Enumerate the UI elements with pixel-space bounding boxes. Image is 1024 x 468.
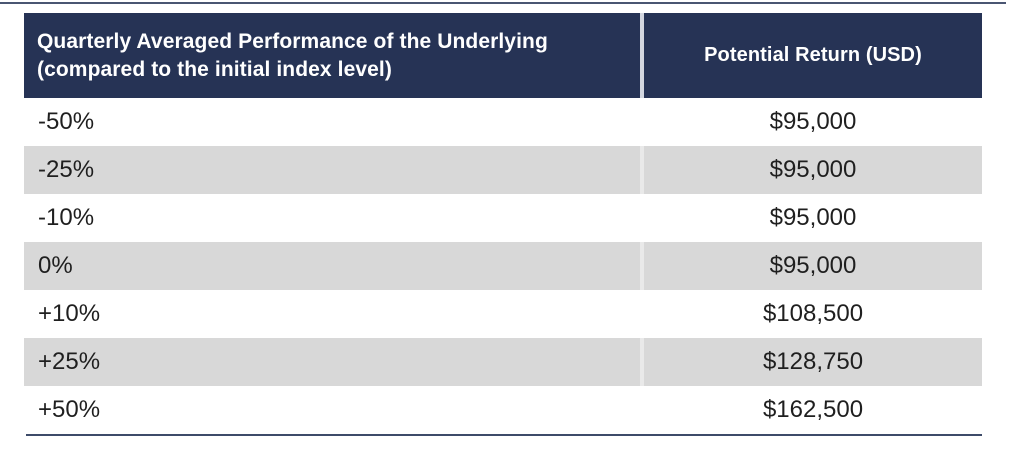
table-row: +25% $128,750	[24, 338, 982, 386]
performance-cell: +25%	[38, 348, 101, 375]
column-divider	[640, 290, 644, 338]
table-row: +10% $108,500	[24, 290, 982, 338]
performance-cell: +10%	[38, 300, 101, 327]
return-cell: $95,000	[769, 156, 857, 183]
top-rule	[0, 2, 1006, 4]
column-divider	[640, 98, 644, 146]
potential-return-table: Quarterly Averaged Performance of the Un…	[24, 13, 982, 434]
header-performance-line1: Quarterly Averaged Performance of the Un…	[37, 29, 548, 53]
performance-cell: 0%	[38, 252, 73, 279]
table-header-row: Quarterly Averaged Performance of the Un…	[24, 13, 982, 98]
column-divider	[640, 146, 644, 194]
table-row: 0% $95,000	[24, 242, 982, 290]
return-cell: $128,750	[762, 348, 864, 375]
performance-cell: -10%	[38, 204, 95, 231]
return-cell: $95,000	[769, 252, 857, 279]
table-row: -10% $95,000	[24, 194, 982, 242]
performance-cell: -50%	[38, 108, 95, 135]
column-divider	[640, 242, 644, 290]
header-column-divider	[640, 13, 644, 98]
return-cell: $108,500	[762, 300, 864, 327]
header-cell-return: Potential Return (USD)	[704, 44, 922, 66]
return-cell: $162,500	[762, 396, 864, 423]
column-divider	[640, 338, 644, 386]
table-row: -50% $95,000	[24, 98, 982, 146]
column-divider	[640, 194, 644, 242]
header-cell-performance: Quarterly Averaged Performance of the Un…	[24, 13, 640, 98]
table-row: +50% $162,500	[24, 386, 982, 434]
column-divider	[640, 386, 644, 434]
return-cell: $95,000	[769, 108, 857, 135]
performance-cell: +50%	[38, 396, 101, 423]
bottom-rule	[26, 434, 982, 436]
table-row: -25% $95,000	[24, 146, 982, 194]
performance-cell: -25%	[38, 156, 95, 183]
return-cell: $95,000	[769, 204, 857, 231]
header-performance-line2: (compared to the initial index level)	[37, 57, 392, 81]
